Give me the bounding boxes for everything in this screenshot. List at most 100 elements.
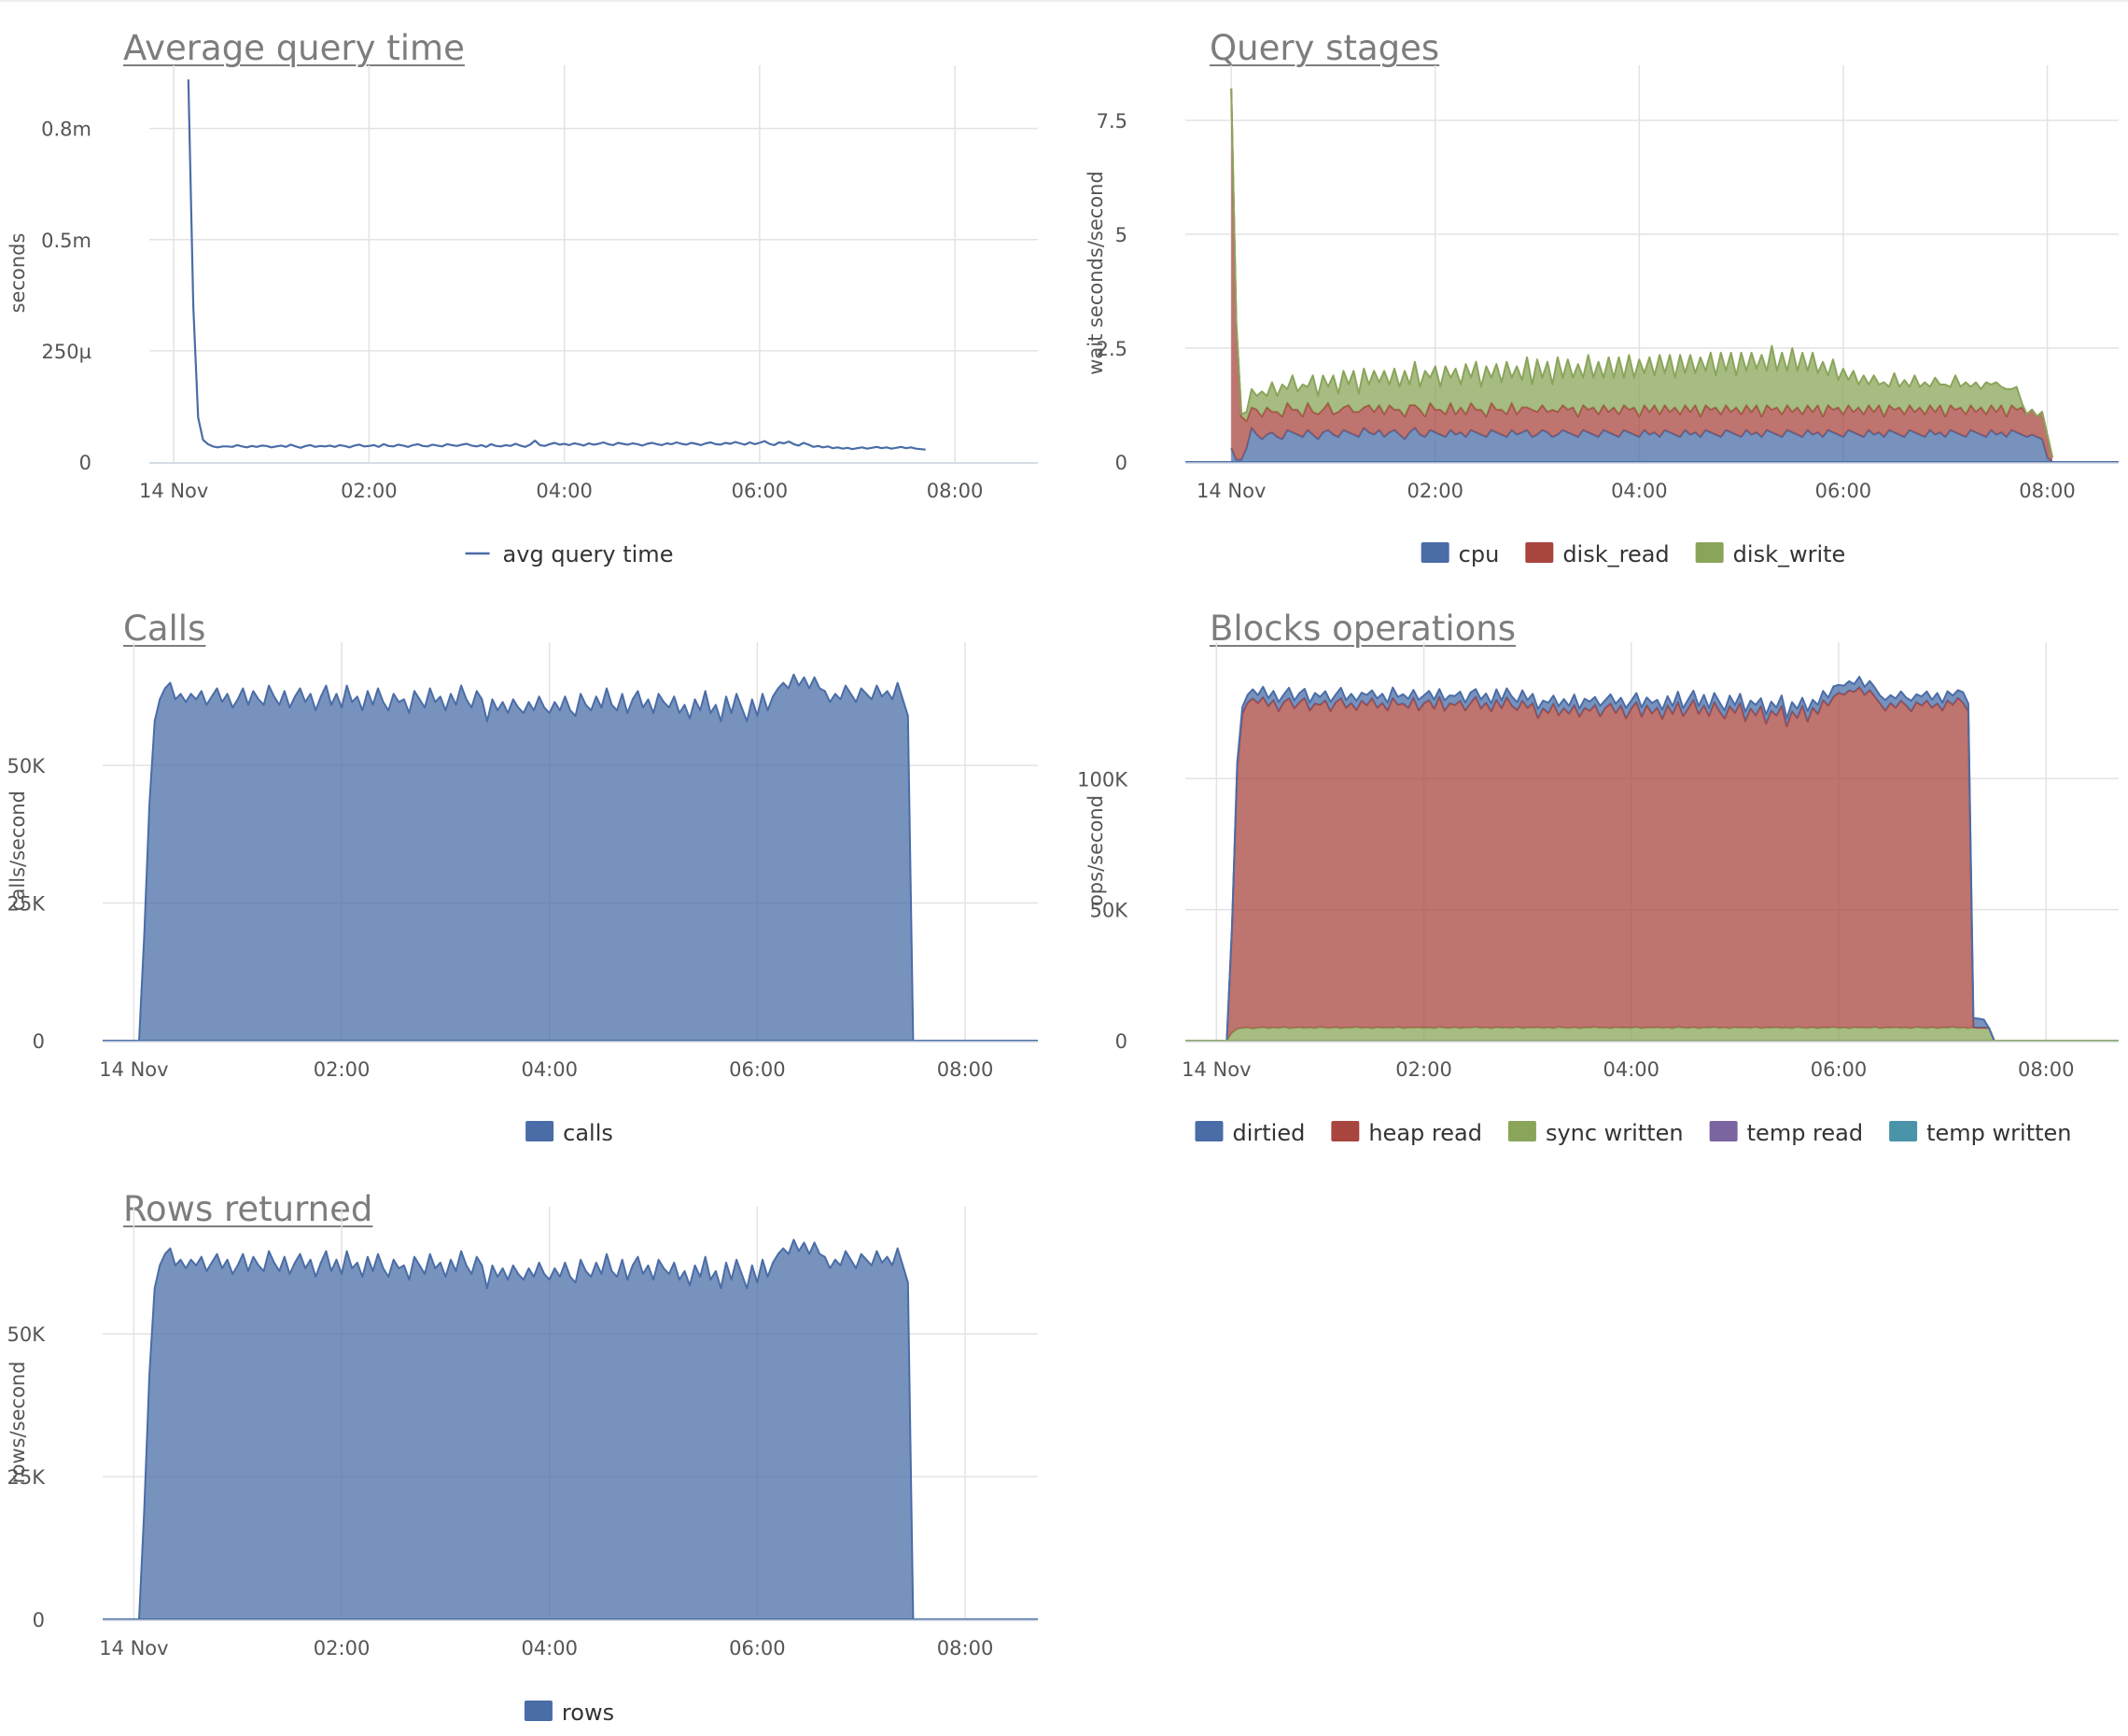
panel-title-query-stages[interactable]: Query stages bbox=[1210, 28, 1440, 68]
legend: calls bbox=[525, 1120, 613, 1146]
legend: rows bbox=[524, 1700, 614, 1726]
legend: avg query time bbox=[465, 541, 674, 567]
y-axis-label: calls/second bbox=[7, 791, 29, 911]
series-area-sync-written[interactable] bbox=[1226, 1027, 2000, 1041]
x-tick-label: 08:00 bbox=[2019, 480, 2076, 502]
legend-item-disk-write[interactable]: disk_write bbox=[1695, 541, 1846, 567]
y-axis-label: rows/second bbox=[7, 1361, 29, 1483]
x-tick-label: 14 Nov bbox=[139, 480, 208, 502]
x-tick-label: 04:00 bbox=[536, 480, 593, 502]
x-axis: 14 Nov 02:00 04:00 06:00 08:00 bbox=[139, 480, 983, 502]
panel-title-rows-returned[interactable]: Rows returned bbox=[123, 1189, 373, 1229]
legend-item-heap-read[interactable]: heap read bbox=[1331, 1120, 1482, 1146]
top-divider bbox=[0, 0, 2128, 3]
y-axis: 0 25K 50K bbox=[7, 755, 47, 1053]
chart-calls: 0 25K 50K 14 Nov 02:00 04:00 06:00 08:00 calls/s… bbox=[7, 642, 1038, 1146]
legend-item-cpu[interactable]: cpu bbox=[1421, 541, 1500, 567]
y-tick-label: 0.8m bbox=[41, 119, 91, 141]
legend-item-disk-read[interactable]: disk_read bbox=[1525, 541, 1670, 567]
x-tick-label: 14 Nov bbox=[99, 1637, 168, 1659]
y-axis: 0 50K 100K bbox=[1077, 768, 1128, 1053]
x-axis: 14 Nov 02:00 04:00 06:00 08:00 bbox=[1197, 480, 2076, 502]
y-tick-label: 250µ bbox=[42, 341, 91, 363]
legend-label: disk_write bbox=[1733, 541, 1846, 567]
x-tick-label: 06:00 bbox=[1815, 480, 1872, 502]
panel-title-blocks-operations[interactable]: Blocks operations bbox=[1210, 609, 1517, 649]
legend-marker bbox=[1195, 1121, 1224, 1141]
panel-calls: Calls 0 25K 50K 14 Nov 02:00 04:00 06:00 08:00 c… bbox=[0, 579, 1064, 1157]
y-tick-label: 50K bbox=[7, 1323, 47, 1346]
series-group bbox=[103, 673, 1038, 1042]
chart-query-stages: 0 2.5 5 7.5 14 Nov 02:00 04:00 06:00 08:00 wait s… bbox=[1085, 65, 2119, 567]
series-area-disk-read[interactable] bbox=[1231, 88, 2052, 463]
x-tick-label: 14 Nov bbox=[1197, 480, 1266, 502]
x-tick-label: 08:00 bbox=[927, 480, 984, 502]
legend-marker bbox=[1331, 1121, 1360, 1141]
y-axis-label: ops/second bbox=[1085, 795, 1107, 906]
chart-rows-returned: 0 25K 50K 14 Nov 02:00 04:00 06:00 08:00 rows/se… bbox=[7, 1207, 1038, 1726]
y-axis-label: seconds bbox=[7, 233, 29, 314]
series-line-dirtied bbox=[1225, 676, 2000, 1042]
legend-item-rows[interactable]: rows bbox=[524, 1700, 614, 1726]
series-area-heap-read[interactable] bbox=[1226, 687, 2000, 1041]
y-tick-label: 0.5m bbox=[41, 230, 91, 252]
series-group bbox=[187, 79, 926, 451]
legend-label: temp read bbox=[1747, 1120, 1863, 1146]
y-axis: 0 2.5 5 7.5 bbox=[1097, 110, 1127, 474]
x-tick-label: 02:00 bbox=[1407, 480, 1463, 502]
legend-item-dirtied[interactable]: dirtied bbox=[1195, 1120, 1305, 1146]
legend-label: dirtied bbox=[1232, 1120, 1305, 1146]
legend-item-avg-query-time[interactable]: avg query time bbox=[465, 541, 674, 567]
y-tick-label: 5 bbox=[1115, 224, 1127, 246]
series-area-rows[interactable] bbox=[139, 1239, 918, 1619]
panel-query-stages: Query stages 0 2.5 5 7.5 14 Nov 02:00 04:00 06:… bbox=[1064, 0, 2128, 579]
panel-average-query-time: Average query time 0 250µ 0.5m 0.8m 14 Nov 02… bbox=[0, 0, 1064, 579]
x-tick-label: 14 Nov bbox=[99, 1058, 168, 1081]
legend-marker bbox=[1889, 1121, 1918, 1141]
series-area-disk-write[interactable] bbox=[1231, 88, 2052, 458]
legend-marker bbox=[1709, 1121, 1738, 1141]
legend-item-sync-written[interactable]: sync written bbox=[1507, 1120, 1684, 1146]
legend: dirtied heap read sync written temp read tem… bbox=[1195, 1120, 2072, 1146]
legend-label: sync written bbox=[1546, 1120, 1684, 1146]
legend-item-temp-read[interactable]: temp read bbox=[1709, 1120, 1863, 1146]
series-line-calls bbox=[138, 673, 918, 1042]
x-tick-label: 02:00 bbox=[1395, 1058, 1452, 1081]
x-tick-label: 04:00 bbox=[1603, 1058, 1660, 1081]
x-tick-label: 06:00 bbox=[729, 1637, 786, 1659]
series-area-calls[interactable] bbox=[139, 674, 918, 1041]
legend-marker bbox=[1421, 542, 1449, 563]
x-tick-label: 02:00 bbox=[314, 1058, 371, 1081]
series-line-disk-write bbox=[1230, 88, 2053, 458]
legend-item-calls[interactable]: calls bbox=[525, 1120, 613, 1146]
panel-rows-returned: Rows returned 0 25K 50K 14 Nov 02:00 04:00 06:… bbox=[0, 1157, 1064, 1736]
x-axis: 14 Nov 02:00 04:00 06:00 08:00 bbox=[99, 1637, 993, 1659]
series-group bbox=[103, 1239, 1038, 1620]
panel-blocks-operations: Blocks operations 0 50K 100K 14 Nov 02:00 04:… bbox=[1064, 579, 2128, 1157]
x-tick-label: 04:00 bbox=[521, 1058, 578, 1081]
legend-label: rows bbox=[562, 1700, 614, 1726]
y-axis: 0 25K 50K bbox=[7, 1323, 47, 1631]
series-line-avg-query-time[interactable] bbox=[187, 79, 926, 451]
legend-marker bbox=[1525, 542, 1554, 563]
y-tick-label: 0 bbox=[33, 1030, 45, 1053]
y-tick-label: 7.5 bbox=[1097, 110, 1127, 133]
series-line-rows bbox=[138, 1239, 918, 1620]
x-tick-label: 04:00 bbox=[1611, 480, 1668, 502]
y-axis-label: wait seconds/second bbox=[1085, 171, 1107, 375]
grid bbox=[149, 65, 1038, 462]
series-line-disk-read bbox=[1230, 88, 2053, 458]
series-line-heap-read bbox=[1225, 686, 2000, 1042]
legend-label: heap read bbox=[1368, 1120, 1482, 1146]
legend-item-temp-written[interactable]: temp written bbox=[1889, 1120, 2072, 1146]
legend-marker bbox=[525, 1121, 554, 1141]
y-tick-label: 0 bbox=[79, 452, 91, 474]
y-tick-label: 2.5 bbox=[1097, 338, 1127, 360]
panel-title-average-query-time[interactable]: Average query time bbox=[123, 28, 465, 68]
series-area-cpu[interactable] bbox=[1231, 427, 2052, 462]
legend-label: calls bbox=[563, 1120, 613, 1146]
x-tick-label: 08:00 bbox=[937, 1637, 994, 1659]
legend-marker bbox=[1507, 1121, 1536, 1141]
panel-title-calls[interactable]: Calls bbox=[123, 609, 206, 649]
x-axis: 14 Nov 02:00 04:00 06:00 08:00 bbox=[99, 1058, 993, 1081]
